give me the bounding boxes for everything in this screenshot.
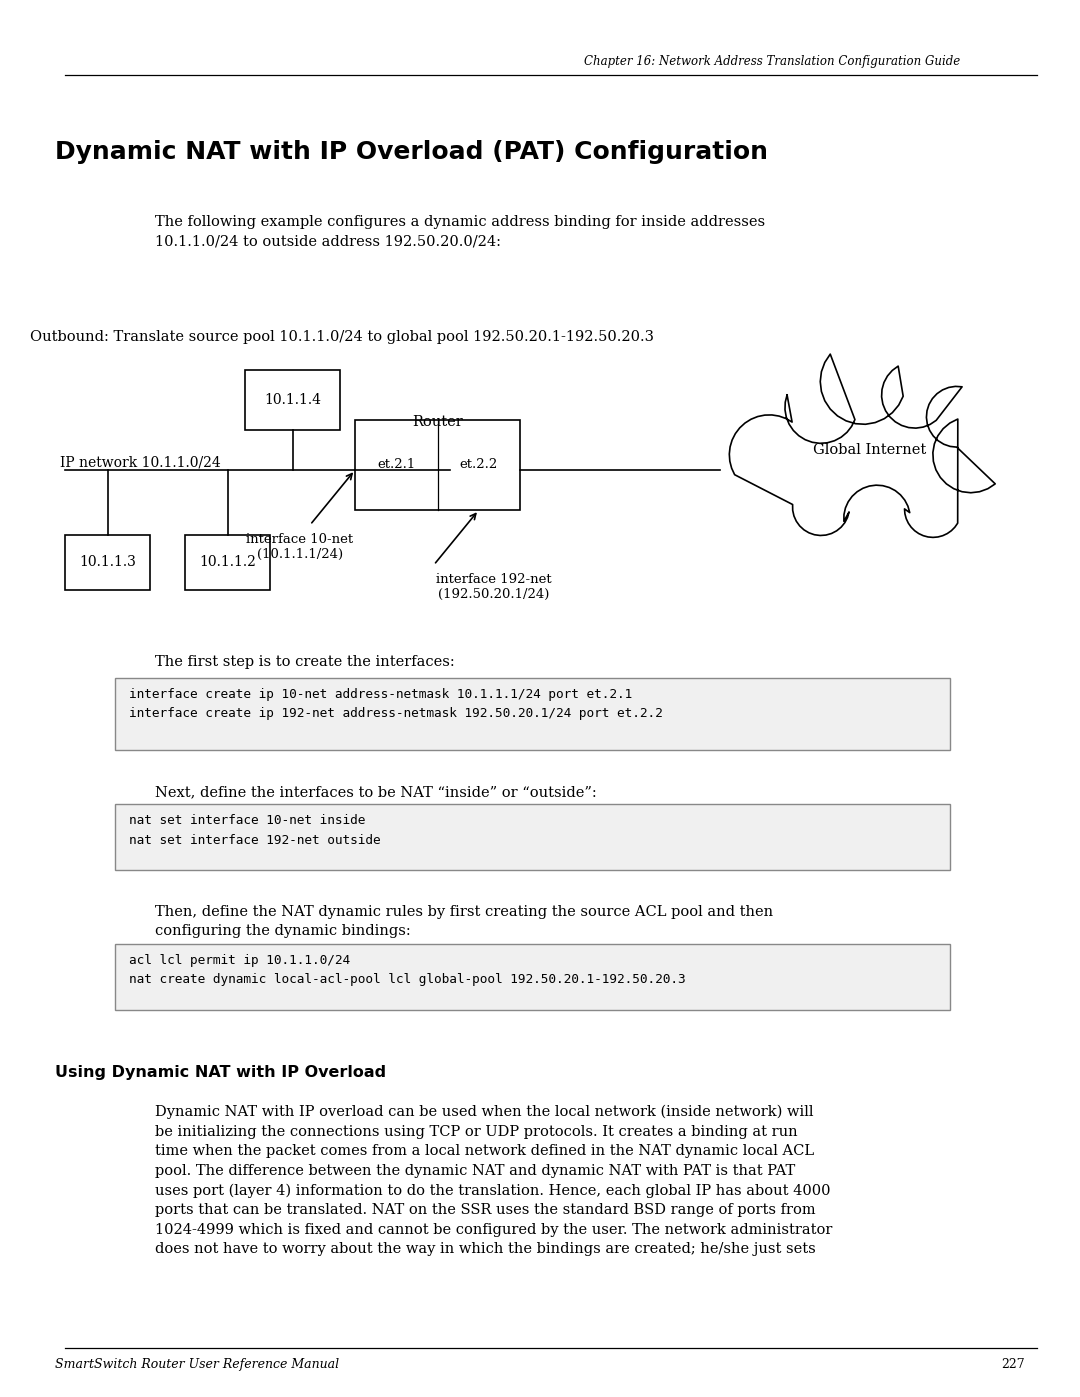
Text: Then, define the NAT dynamic rules by first creating the source ACL pool and the: Then, define the NAT dynamic rules by fi… [156,905,773,939]
Text: Chapter 16: Network Address Translation Configuration Guide: Chapter 16: Network Address Translation … [584,54,960,68]
Text: Global Internet: Global Internet [813,443,927,457]
Text: et.2.1: et.2.1 [377,458,416,472]
FancyBboxPatch shape [114,805,950,870]
FancyBboxPatch shape [185,535,270,590]
Text: 10.1.1.4: 10.1.1.4 [264,393,321,407]
Text: interface 192-net
(192.50.20.1/24): interface 192-net (192.50.20.1/24) [436,573,552,601]
Text: Dynamic NAT with IP Overload (PAT) Configuration: Dynamic NAT with IP Overload (PAT) Confi… [55,140,768,163]
Text: Outbound: Translate source pool 10.1.1.0/24 to global pool 192.50.20.1-192.50.20: Outbound: Translate source pool 10.1.1.0… [30,330,654,344]
FancyBboxPatch shape [65,535,150,590]
Text: Using Dynamic NAT with IP Overload: Using Dynamic NAT with IP Overload [55,1065,387,1080]
Text: The following example configures a dynamic address binding for inside addresses
: The following example configures a dynam… [156,215,765,249]
Text: The first step is to create the interfaces:: The first step is to create the interfac… [156,655,455,669]
FancyBboxPatch shape [245,370,340,430]
FancyBboxPatch shape [355,420,519,510]
Text: nat set interface 10-net inside
nat set interface 192-net outside: nat set interface 10-net inside nat set … [129,814,380,847]
Text: acl lcl permit ip 10.1.1.0/24
nat create dynamic local-acl-pool lcl global-pool : acl lcl permit ip 10.1.1.0/24 nat create… [129,954,686,986]
Text: Next, define the interfaces to be NAT “inside” or “outside”:: Next, define the interfaces to be NAT “i… [156,785,597,799]
FancyBboxPatch shape [114,944,950,1010]
Text: 10.1.1.3: 10.1.1.3 [79,556,136,570]
Text: interface 10-net
(10.1.1.1/24): interface 10-net (10.1.1.1/24) [246,534,353,562]
Text: et.2.2: et.2.2 [460,458,498,472]
Text: SmartSwitch Router User Reference Manual: SmartSwitch Router User Reference Manual [55,1358,339,1370]
Text: 10.1.1.2: 10.1.1.2 [199,556,256,570]
Text: interface create ip 10-net address-netmask 10.1.1.1/24 port et.2.1
interface cre: interface create ip 10-net address-netma… [129,687,663,721]
Text: Dynamic NAT with IP overload can be used when the local network (inside network): Dynamic NAT with IP overload can be used… [156,1105,833,1256]
Text: 227: 227 [1001,1358,1025,1370]
Text: IP network 10.1.1.0/24: IP network 10.1.1.0/24 [60,455,220,469]
Text: Router: Router [413,415,463,429]
Polygon shape [729,353,996,538]
FancyBboxPatch shape [114,678,950,750]
